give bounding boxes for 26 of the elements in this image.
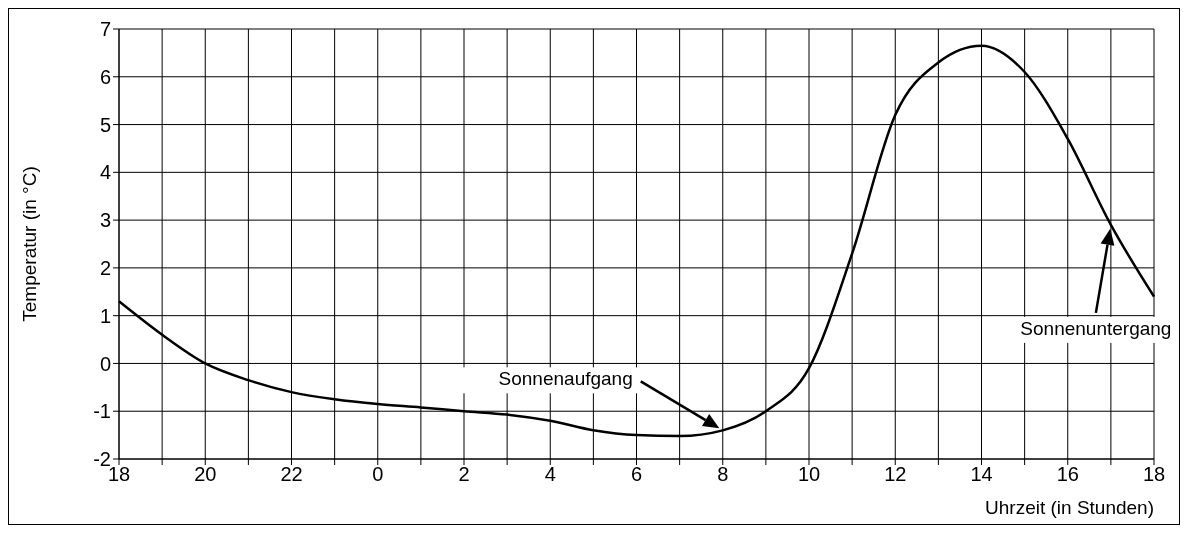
y-tick-label: 4 (99, 161, 111, 184)
x-tick-label: 22 (280, 463, 303, 486)
y-tick-label: 7 (99, 18, 111, 41)
y-tick-label: 6 (99, 65, 111, 88)
y-tick-label: 1 (99, 304, 111, 327)
annotation: Sonnenuntergang (1020, 317, 1172, 339)
x-tick-label: 16 (1056, 463, 1079, 486)
x-tick-label: 2 (458, 463, 470, 486)
y-axis-title: Temperatur (in °C) (18, 166, 40, 322)
x-tick-label: 4 (544, 463, 556, 486)
y-tick-label: 0 (99, 352, 111, 375)
x-tick-label: 20 (194, 463, 217, 486)
y-tick-label: 2 (99, 256, 111, 279)
y-tick-label: -1 (93, 400, 111, 423)
x-tick-label: 14 (970, 463, 993, 486)
x-axis-title: Uhrzeit (in Stunden) (985, 497, 1154, 518)
annotation: Sonnenaufgang (498, 368, 633, 390)
y-tick-label: 5 (99, 113, 111, 136)
y-tick-label: 3 (99, 209, 111, 232)
x-tick-label: 0 (372, 463, 384, 486)
x-tick-label: 6 (630, 463, 643, 486)
x-tick-label: 18 (1142, 463, 1166, 486)
y-tick-label: -2 (93, 448, 111, 471)
x-tick-label: 10 (797, 463, 821, 486)
x-tick-label: 12 (884, 463, 907, 486)
x-tick-label: 8 (717, 463, 729, 486)
